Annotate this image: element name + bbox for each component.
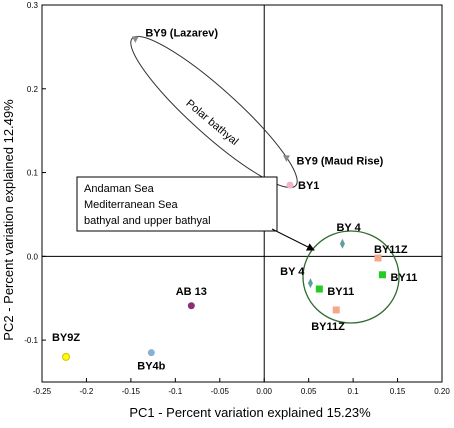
y-axis-label: PC2 - Percent variation explained 12.49% bbox=[1, 99, 16, 341]
point-labels: BY9 (Lazarev) BY9 (Maud Rise) BY1 BY 4 BY11Z… bbox=[52, 27, 417, 372]
polar-bathyal-ellipse bbox=[130, 35, 298, 189]
point-by-4 bbox=[307, 278, 313, 289]
y-tick-label: 0.2 bbox=[27, 85, 39, 94]
y-tick-label: 0.0 bbox=[27, 252, 39, 261]
x-tick-label: -0.25 bbox=[33, 387, 52, 396]
y-tick-label: -0.1 bbox=[24, 336, 38, 345]
x-tick-label: -0.1 bbox=[168, 387, 182, 396]
point-label: BY11Z bbox=[311, 321, 345, 333]
x-axis-ticks: -0.25 -0.2 -0.15 -0.1 -0.05 0.00 0.05 0.1 0.15 0.… bbox=[33, 378, 450, 396]
x-tick-label: 0.05 bbox=[301, 387, 317, 396]
point-label: BY11 bbox=[327, 286, 354, 298]
point-by9z bbox=[62, 352, 70, 361]
annotation-arrow bbox=[271, 228, 315, 251]
point-label: BY4b bbox=[137, 361, 165, 373]
x-tick-label: 0.15 bbox=[390, 387, 406, 396]
point-by11 bbox=[378, 271, 386, 279]
point-by11z bbox=[332, 306, 340, 314]
point-label: BY 4 bbox=[280, 266, 305, 278]
point-label: BY11Z bbox=[374, 244, 408, 256]
annotation-line-3: bathyal and upper bathyal bbox=[84, 215, 211, 227]
point-by-4 bbox=[339, 238, 345, 249]
point-label: AB 13 bbox=[176, 286, 207, 298]
point-by11 bbox=[315, 285, 323, 293]
x-tick-label: 0.00 bbox=[256, 387, 272, 396]
x-tick-label: 0.20 bbox=[434, 387, 450, 396]
point-label: BY11 bbox=[390, 272, 417, 284]
mediterranean-group-circle bbox=[302, 230, 400, 324]
point-ab-13 bbox=[187, 302, 195, 310]
point-label: BY9 (Maud Rise) bbox=[296, 155, 383, 167]
plot-border bbox=[41, 4, 443, 383]
point-by9-maud-rise bbox=[282, 155, 290, 162]
x-tick-label: -0.05 bbox=[211, 387, 230, 396]
group-outlines bbox=[130, 35, 400, 324]
data-points bbox=[62, 36, 386, 361]
y-tick-label: 0.3 bbox=[27, 1, 39, 10]
point-label: BY9Z bbox=[52, 332, 80, 344]
y-tick-label: 0.1 bbox=[27, 169, 39, 178]
point-label: BY 4 bbox=[336, 222, 361, 234]
x-tick-label: -0.15 bbox=[122, 387, 141, 396]
point-by11z bbox=[374, 254, 382, 262]
annotation-line-2: Mediterranean Sea bbox=[84, 199, 178, 211]
point-label: BY9 (Lazarev) bbox=[145, 27, 218, 39]
x-axis-label: PC1 - Percent variation explained 15.23% bbox=[129, 405, 371, 420]
point-by9-lazarev bbox=[131, 36, 139, 43]
point-by1 bbox=[286, 181, 294, 189]
point-by4b bbox=[147, 349, 155, 357]
annotation-line-1: Andaman Sea bbox=[84, 183, 155, 195]
annotation-box: Andaman Sea Mediterranean Sea bathyal an… bbox=[76, 176, 278, 232]
point-label: BY1 bbox=[298, 180, 319, 192]
x-tick-label: -0.2 bbox=[80, 387, 94, 396]
y-axis-ticks: 0.3 0.2 0.1 0.0 -0.1 bbox=[24, 1, 46, 345]
x-tick-label: 0.1 bbox=[348, 387, 360, 396]
